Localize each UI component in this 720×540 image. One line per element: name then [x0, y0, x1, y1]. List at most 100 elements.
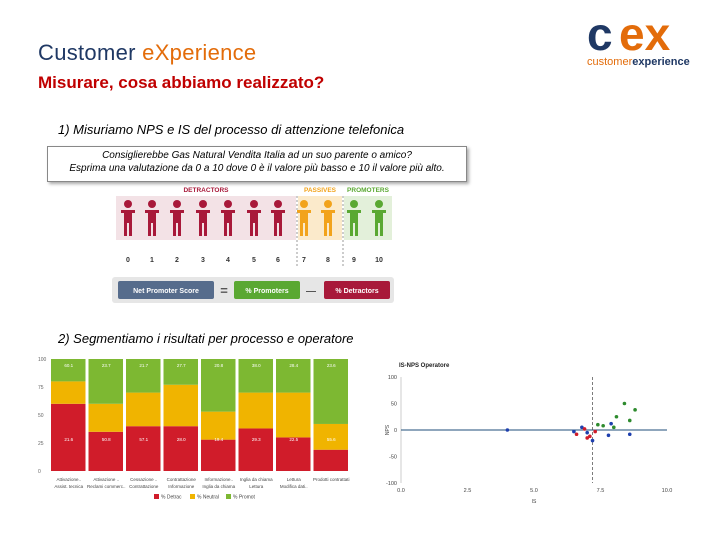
formula-detractors: % Detractors [335, 288, 378, 295]
legend-label: % Promot [233, 495, 256, 501]
scatter-point [606, 433, 611, 438]
x-tick-label: Prodotti contrattati [313, 477, 350, 482]
detractors-label: DETRACTORS [183, 187, 229, 194]
scale-label: 5 [252, 257, 256, 264]
scatter-point [590, 438, 595, 443]
data-label: 23.7 [102, 363, 111, 368]
formula-promoters-box [234, 281, 300, 299]
bar-segment [238, 392, 273, 429]
x-tick-label: Lettura [287, 477, 302, 482]
formula-nps: Net Promoter Score [133, 288, 199, 295]
question-line-2: Esprima una valutazione da 0 a 10 dove 0… [69, 163, 445, 174]
bar-segment [126, 426, 161, 471]
bar-segment [88, 431, 123, 471]
scatter-point [627, 418, 632, 423]
person-icon [221, 200, 235, 236]
y-tick-label: 50 [391, 402, 397, 408]
scale-label: 2 [175, 257, 179, 264]
stacked-bar-chart: 0 25 50 75 100 Attivazione.. Assist. tecnica 60… [38, 357, 350, 501]
person-icon [321, 200, 335, 236]
data-label: 28.0 [177, 437, 186, 442]
scale-label: 4 [226, 257, 230, 264]
x-group-label: Lettura [249, 484, 264, 489]
step1-heading: 1) Misuriamo NPS e IS del processo di at… [58, 122, 405, 137]
bar-segment [238, 359, 273, 393]
scatter-point [588, 434, 592, 439]
data-label: 50.8 [102, 437, 111, 442]
scale-label: 9 [352, 257, 356, 264]
bar-segment [313, 423, 348, 450]
person-icon [372, 200, 386, 236]
page-title: Customer eXperience [38, 40, 256, 66]
y-tick-label: -100 [386, 481, 397, 487]
legend-swatch [154, 494, 159, 499]
data-label: 57.1 [139, 437, 148, 442]
people-icons [121, 200, 386, 236]
legend-swatch [190, 494, 195, 499]
data-label: 20.8 [214, 363, 223, 368]
legend-label: % Neutral [197, 495, 219, 501]
data-label: 21.7 [139, 363, 148, 368]
scale-label: 1 [150, 257, 154, 264]
formula-equals: = [220, 283, 228, 298]
x-tick-label: 10.0 [662, 488, 673, 494]
x-tick-label: 0.0 [397, 488, 405, 494]
y-tick-label: 50 [38, 413, 44, 419]
scatter-point [585, 430, 589, 435]
scale-label: 7 [302, 257, 306, 264]
bar-segment [313, 359, 348, 424]
bar-segment [201, 439, 236, 471]
bar-segment [238, 428, 273, 471]
x-tick-label: 5.0 [530, 488, 538, 494]
x-group-label: Modifica dati.. [280, 484, 308, 489]
person-icon [121, 200, 135, 236]
x-group-label: Informazione [168, 484, 195, 489]
data-label: 60.1 [64, 363, 73, 368]
scale-label: 6 [276, 257, 280, 264]
scatter-point [582, 427, 587, 431]
y-tick-label: 25 [38, 441, 44, 447]
data-label: 38.0 [252, 363, 261, 368]
legend-label: % Detrac [161, 495, 182, 501]
y-tick-label: 100 [388, 375, 397, 381]
scatter-title: IS-NPS Operatore [399, 363, 450, 369]
question-line-1: Consiglierebbe Gas Natural Vendita Itali… [102, 150, 412, 161]
x-group-label: Assist. tecnica [54, 484, 83, 489]
formula-promoters: % Promoters [245, 288, 288, 295]
scale-label: 3 [201, 257, 205, 264]
scatter-point [609, 421, 613, 426]
logo-word-a: customer [587, 56, 633, 68]
x-tick-label: Informazione.. [204, 477, 233, 482]
title-accent: eXperience [142, 40, 257, 65]
bar-segment [51, 381, 86, 404]
bar-segment [163, 426, 198, 471]
bar-segment [313, 449, 348, 471]
x-tick-label: Contrattazione [167, 477, 197, 482]
data-label: 55.6 [327, 437, 336, 442]
x-tick-label: Cessazione .. [130, 477, 157, 482]
x-group-label: Reclami commerc.. [87, 484, 126, 489]
scale-label: 0 [126, 257, 130, 264]
legend-swatch [226, 494, 231, 499]
scale-label: 8 [326, 257, 330, 264]
x-tick-label: 2.5 [464, 488, 472, 494]
bar-segment [51, 403, 86, 471]
bar-segment [276, 392, 311, 438]
nps-infographic: DETRACTORS PASSIVES PROMOTERS 0 1 2 3 4 5 6 7 8 9… [112, 187, 394, 303]
scatter-point [622, 401, 627, 406]
formula-detractors-box [324, 281, 390, 299]
score-scale: 0 1 2 3 4 5 6 7 8 9 10 [126, 196, 383, 266]
bar-segment [201, 411, 236, 440]
x-tick-label: 7.5 [597, 488, 605, 494]
scatter-point [614, 414, 619, 419]
person-icon [170, 200, 184, 236]
bar-segment [126, 392, 161, 427]
scatter-point [601, 423, 605, 428]
step2-heading: 2) Segmentiamo i risultati per processo … [58, 331, 354, 346]
bar-segment [163, 384, 198, 427]
scatter-point [585, 436, 589, 440]
person-icon [247, 200, 261, 236]
data-label: 27.7 [177, 363, 186, 368]
scatter-point [633, 408, 637, 412]
